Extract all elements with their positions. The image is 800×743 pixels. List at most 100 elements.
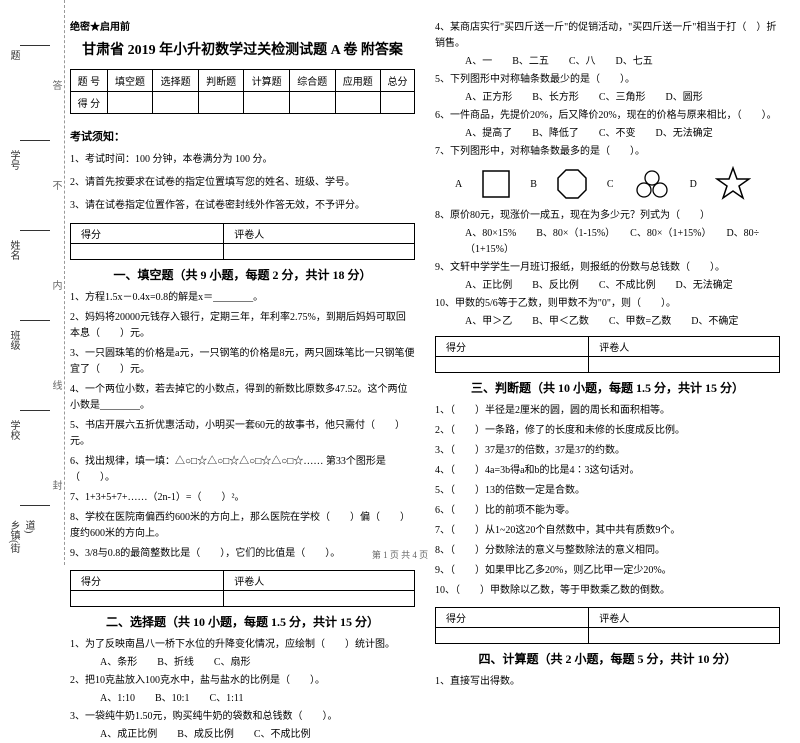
marker-cell: 得分: [71, 224, 224, 244]
judge-question: 2、（ ）一条路，修了的长度和未修的长度成反比例。: [435, 423, 780, 439]
choice-question: 7、下列图形中，对称轴条数最多的是（ ）。: [435, 144, 780, 160]
marker-cell: [71, 591, 224, 607]
choice-question: 6、一件商品，先提价20%，后又降价20%，现在的价格与原来相比，（ ）。: [435, 108, 780, 124]
binding-label: 班级: [6, 330, 21, 350]
score-cell: 题 号: [71, 70, 108, 92]
marker-cell: 得分: [71, 571, 224, 591]
judge-question: 6、（ ）比的前项不能为零。: [435, 503, 780, 519]
choice-options: A、甲＞乙 B、甲＜乙数 C、甲数=乙数 D、不确定: [465, 314, 780, 330]
choice-options: A、1:10 B、10:1 C、1:11: [100, 691, 415, 707]
marker-table: 得分 评卷人: [435, 336, 780, 373]
score-cell: 综合题: [289, 70, 335, 92]
judge-question: 8、（ ）分数除法的意义与整数除法的意义相同。: [435, 543, 780, 559]
score-cell: 得 分: [71, 92, 108, 114]
secret-label: 绝密★启用前: [70, 18, 415, 33]
content-columns: 绝密★启用前 甘肃省 2019 年小升初数学过关检测试题 A 卷 附答案 题 号…: [70, 18, 780, 553]
exam-title: 甘肃省 2019 年小升初数学过关检测试题 A 卷 附答案: [70, 39, 415, 59]
score-cell: [198, 92, 244, 114]
shape-row: A B C D: [455, 166, 780, 202]
binding-line: [20, 140, 50, 141]
notice-item: 2、请首先按要求在试卷的指定位置填写您的姓名、班级、学号。: [70, 175, 415, 190]
score-table: 题 号 填空题 选择题 判断题 计算题 综合题 应用题 总分 得 分: [70, 69, 415, 114]
fill-question: 9、3/8与0.8的最简整数比是（ ），它们的比值是（ ）。: [70, 546, 415, 562]
choice-options: A、成正比例 B、成反比例 C、不成比例: [100, 727, 415, 743]
fill-question: 5、书店开展六五折优惠活动，小明买一套60元的故事书，他只需付（ ）元。: [70, 418, 415, 450]
fill-question: 3、一只圆珠笔的价格是a元，一只钢笔的价格是8元，两只圆珠笔比一只钢笔便宜了（ …: [70, 346, 415, 378]
marker-cell: 评卷人: [224, 224, 415, 244]
choice-options: A、80×15% B、80×（1-15%） C、80×（1+15%） D、80÷…: [465, 226, 780, 258]
score-cell: 判断题: [198, 70, 244, 92]
judge-question: 5、（ ）13的倍数一定是合数。: [435, 483, 780, 499]
shape-label-a: A: [455, 179, 462, 190]
marker-cell: 评卷人: [589, 337, 780, 357]
seal-mark: 封: [48, 480, 63, 490]
binding-line: [20, 410, 50, 411]
marker-cell: 得分: [436, 608, 589, 628]
shape-label-b: B: [530, 179, 537, 190]
score-cell: [381, 92, 415, 114]
marker-cell: [436, 628, 589, 644]
page-footer: 第 1 页 共 4 页: [372, 548, 428, 561]
judge-question: 7、（ ）从1~20这20个自然数中，其中共有质数9个。: [435, 523, 780, 539]
score-cell: 选择题: [153, 70, 199, 92]
score-cell: 应用题: [335, 70, 381, 92]
notice-item: 3、请在试卷指定位置作答，在试卷密封线外作答无效，不予评分。: [70, 198, 415, 213]
section-judge-title: 三、判断题（共 10 小题，每题 1.5 分，共计 15 分）: [435, 379, 780, 396]
choice-question: 2、把10克盐放入100克水中，盐与盐水的比例是（ ）。: [70, 673, 415, 689]
fill-question: 7、1+3+5+7+……（2n-1）=（ ）²。: [70, 490, 415, 506]
score-cell: [244, 92, 290, 114]
binding-line: [20, 320, 50, 321]
binding-label: 题: [6, 50, 21, 60]
notice-item: 1、考试时间：100 分钟，本卷满分为 100 分。: [70, 152, 415, 167]
judge-question: 9、（ ）如果甲比乙多20%，则乙比甲一定少20%。: [435, 563, 780, 579]
seal-mark: 答: [48, 80, 63, 90]
shape-label-d: D: [690, 179, 697, 190]
marker-table: 得分 评卷人: [70, 570, 415, 607]
choice-question: 5、下列图形中对称轴条数最少的是（ ）。: [435, 72, 780, 88]
table-row: 得 分: [71, 92, 415, 114]
marker-cell: [589, 628, 780, 644]
binding-label: 学号: [6, 150, 21, 170]
judge-question: 1、（ ）半径是2厘米的圆，圆的周长和面积相等。: [435, 403, 780, 419]
seal-mark: 线: [48, 380, 63, 390]
binding-line: [20, 45, 50, 46]
fill-question: 1、方程1.5x－0.4x=0.8的解是x＝________。: [70, 290, 415, 306]
fill-question: 2、妈妈将20000元钱存入银行，定期三年，年利率2.75%，到期后妈妈可取回本…: [70, 310, 415, 342]
fill-question: 6、找出规律，填一填：△○□☆△○□☆△○□☆△○□☆…… 第33个图形是（ ）…: [70, 454, 415, 486]
score-cell: 总分: [381, 70, 415, 92]
choice-options: A、条形 B、折线 C、扇形: [100, 655, 415, 671]
square-icon: [480, 168, 512, 200]
score-cell: [335, 92, 381, 114]
score-cell: 填空题: [107, 70, 153, 92]
section-fill-title: 一、填空题（共 9 小题，每题 2 分，共计 18 分）: [70, 266, 415, 283]
exam-page: 乡镇(街道) 学校 班级 姓名 学号 题 封 线 内 不 答 绝密★启用前 甘肃…: [0, 0, 800, 565]
marker-cell: [589, 357, 780, 373]
marker-cell: 评卷人: [589, 608, 780, 628]
score-cell: [153, 92, 199, 114]
marker-cell: [71, 244, 224, 260]
right-column: 4、某商店实行"买四斤送一斤"的促销活动，"买四斤送一斤"相当于打（ ）折销售。…: [435, 18, 780, 553]
binding-margin: 乡镇(街道) 学校 班级 姓名 学号 题 封 线 内 不 答: [0, 0, 65, 565]
calc-question: 1、直接写出得数。: [435, 674, 780, 690]
section-choice-title: 二、选择题（共 10 小题，每题 1.5 分，共计 15 分）: [70, 613, 415, 630]
choice-question: 9、文轩中学学生一月班订报纸，则报纸的份数与总钱数（ ）。: [435, 260, 780, 276]
fill-question: 4、一个两位小数，若去掉它的小数点，得到的新数比原数多47.52。这个两位小数是…: [70, 382, 415, 414]
binding-line: [20, 505, 50, 506]
score-cell: 计算题: [244, 70, 290, 92]
choice-question: 8、原价80元，现涨价一成五，现在为多少元？列式为（ ）: [435, 208, 780, 224]
score-cell: [289, 92, 335, 114]
binding-label: 学校: [6, 420, 21, 440]
marker-cell: 评卷人: [224, 571, 415, 591]
choice-options: A、提高了 B、降低了 C、不变 D、无法确定: [465, 126, 780, 142]
choice-options: A、正比例 B、反比例 C、不成比例 D、无法确定: [465, 278, 780, 294]
choice-options: A、一 B、二五 C、八 D、七五: [465, 54, 780, 70]
choice-question: 10、甲数的5/6等于乙数，则甲数不为"0"，则（ ）。: [435, 296, 780, 312]
judge-question: 10、（ ）甲数除以乙数，等于甲数乘乙数的倒数。: [435, 583, 780, 599]
marker-cell: 得分: [436, 337, 589, 357]
marker-cell: [224, 591, 415, 607]
choice-options: A、正方形 B、长方形 C、三角形 D、圆形: [465, 90, 780, 106]
seal-mark: 不: [48, 180, 63, 190]
marker-table: 得分 评卷人: [70, 223, 415, 260]
marker-cell: [224, 244, 415, 260]
table-row: 题 号 填空题 选择题 判断题 计算题 综合题 应用题 总分: [71, 70, 415, 92]
